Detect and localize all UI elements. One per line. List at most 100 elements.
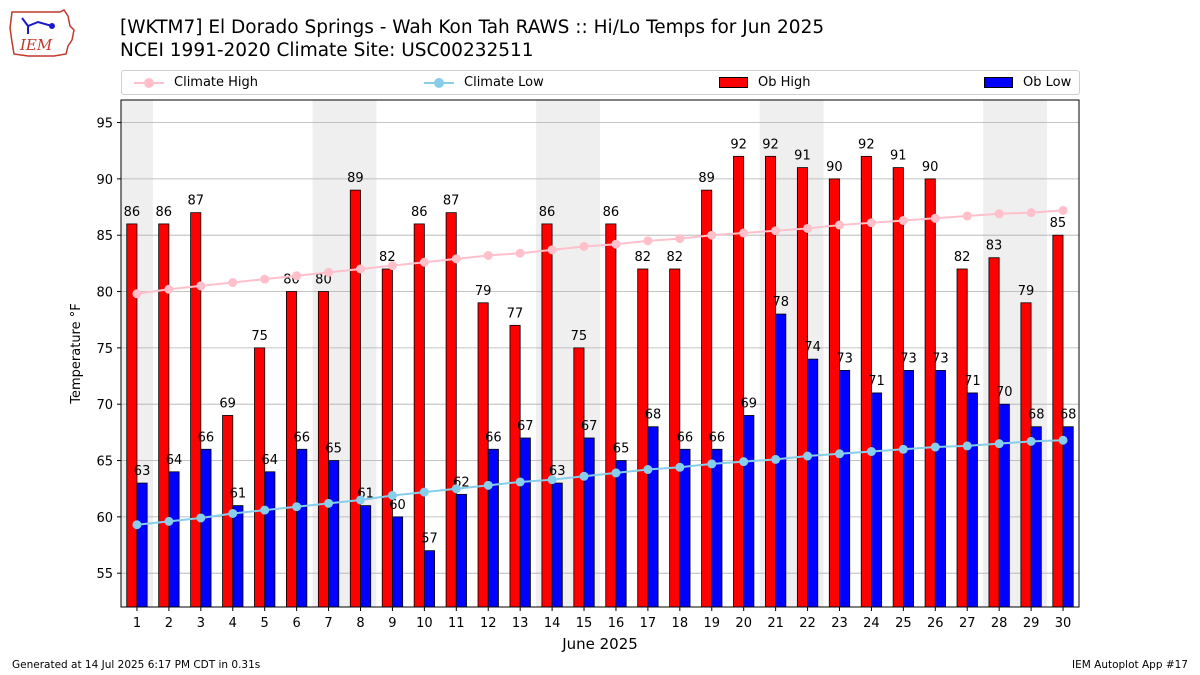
bar-ob-low	[839, 369, 851, 608]
logo-text: IEM	[19, 36, 53, 54]
x-tick-label: 12	[480, 616, 497, 631]
point-climate-high	[228, 278, 238, 288]
point-climate-high	[1026, 208, 1036, 218]
y-tick-label: 55	[96, 567, 113, 582]
bar-ob-low	[392, 516, 404, 608]
data-label-ob-low: 68	[645, 408, 662, 423]
data-label-ob-high: 89	[698, 171, 715, 186]
legend-item-ob-low: Ob Low	[984, 71, 1071, 94]
x-tick-label: 29	[1023, 616, 1040, 631]
data-label-ob-low: 66	[677, 430, 694, 445]
data-label-ob-high: 75	[571, 329, 588, 344]
bar-ob-high	[956, 268, 968, 608]
data-label-ob-low: 60	[389, 498, 406, 513]
point-climate-high	[835, 220, 844, 230]
station-dot-icon	[49, 23, 55, 29]
bar-ob-high	[765, 155, 777, 608]
x-tick-label: 20	[735, 616, 752, 631]
point-climate-high	[292, 271, 302, 281]
bar-ob-high	[477, 302, 489, 608]
x-tick-label: 22	[799, 616, 816, 631]
data-label-ob-high: 69	[219, 396, 236, 411]
data-label-ob-low: 66	[198, 430, 215, 445]
point-climate-low	[579, 471, 589, 481]
data-label-ob-high: 92	[730, 137, 747, 152]
data-label-ob-high: 90	[826, 160, 843, 175]
bar-ob-high	[445, 212, 457, 608]
point-climate-high	[547, 245, 557, 255]
data-label-ob-high: 92	[762, 137, 779, 152]
x-axis-title: June 2025	[561, 635, 638, 653]
iowa-outline	[9, 9, 75, 57]
point-climate-low	[164, 516, 174, 526]
point-climate-low	[515, 477, 525, 487]
y-tick-label: 95	[96, 117, 113, 132]
y-tick-label: 75	[96, 342, 113, 357]
bar-ob-low	[902, 369, 914, 608]
legend-swatch-ob-high	[719, 77, 748, 88]
data-label-ob-low: 71	[868, 374, 885, 389]
x-tick-label: 18	[672, 616, 689, 631]
point-climate-high	[803, 223, 813, 233]
bar-ob-low	[1062, 426, 1074, 608]
x-tick-label: 17	[640, 616, 657, 631]
data-label-ob-high: 82	[954, 250, 971, 265]
data-label-ob-low: 73	[900, 351, 917, 366]
legend: Climate High Climate Low Ob High Ob Low	[121, 70, 1080, 95]
point-climate-high	[643, 236, 653, 246]
bar-ob-low	[998, 403, 1010, 608]
x-tick-label: 10	[416, 616, 433, 631]
bar-ob-high	[733, 155, 745, 608]
data-label-ob-low: 78	[772, 295, 789, 310]
data-label-ob-high: 86	[411, 205, 428, 220]
bar-ob-high	[796, 167, 808, 608]
chart-subtitle: NCEI 1991-2020 Climate Site: USC00232511	[120, 40, 534, 61]
data-label-ob-low: 66	[709, 430, 726, 445]
data-label-ob-high: 82	[635, 250, 652, 265]
x-tick-label: 15	[576, 616, 593, 631]
x-tick-label: 19	[703, 616, 720, 631]
data-label-ob-high: 92	[858, 137, 875, 152]
point-climate-high	[930, 213, 940, 223]
data-label-ob-low: 66	[485, 430, 502, 445]
bar-ob-high	[126, 223, 138, 608]
point-climate-low	[419, 487, 429, 497]
x-tick-label: 21	[767, 616, 784, 631]
y-tick-label: 85	[96, 229, 113, 244]
x-tick-label: 8	[356, 616, 364, 631]
bar-ob-low	[328, 460, 340, 608]
bar-ob-low	[264, 471, 276, 608]
point-climate-high	[898, 216, 908, 226]
point-climate-low	[771, 454, 781, 464]
x-tick-label: 5	[261, 616, 269, 631]
point-climate-low	[324, 498, 334, 508]
point-climate-low	[739, 457, 749, 467]
bar-ob-low	[168, 471, 180, 608]
bar-ob-high	[381, 268, 393, 608]
point-climate-high	[739, 228, 749, 238]
bar-ob-low	[1030, 426, 1042, 608]
legend-swatch-climate-low	[424, 77, 454, 88]
point-climate-low	[643, 465, 653, 475]
bar-ob-high	[509, 324, 521, 608]
y-tick-label: 60	[96, 511, 113, 526]
data-label-ob-high: 91	[890, 149, 907, 164]
point-climate-high	[260, 274, 270, 284]
data-label-ob-low: 68	[1028, 408, 1045, 423]
y-tick-label: 70	[96, 398, 113, 413]
x-tick-label: 9	[388, 616, 396, 631]
bar-ob-low	[423, 550, 435, 608]
line-climate-low	[136, 439, 1064, 526]
y-tick-label: 80	[96, 286, 113, 301]
data-label-ob-high: 90	[922, 160, 939, 175]
legend-label: Ob Low	[1023, 75, 1072, 90]
weather-station-icon	[21, 17, 53, 34]
bar-ob-high	[286, 291, 298, 608]
bar-ob-low	[200, 448, 212, 608]
point-climate-low	[132, 520, 142, 530]
data-label-ob-low: 65	[613, 442, 630, 457]
point-climate-high	[483, 250, 493, 260]
point-climate-low	[675, 462, 685, 472]
bar-ob-low	[615, 460, 627, 608]
